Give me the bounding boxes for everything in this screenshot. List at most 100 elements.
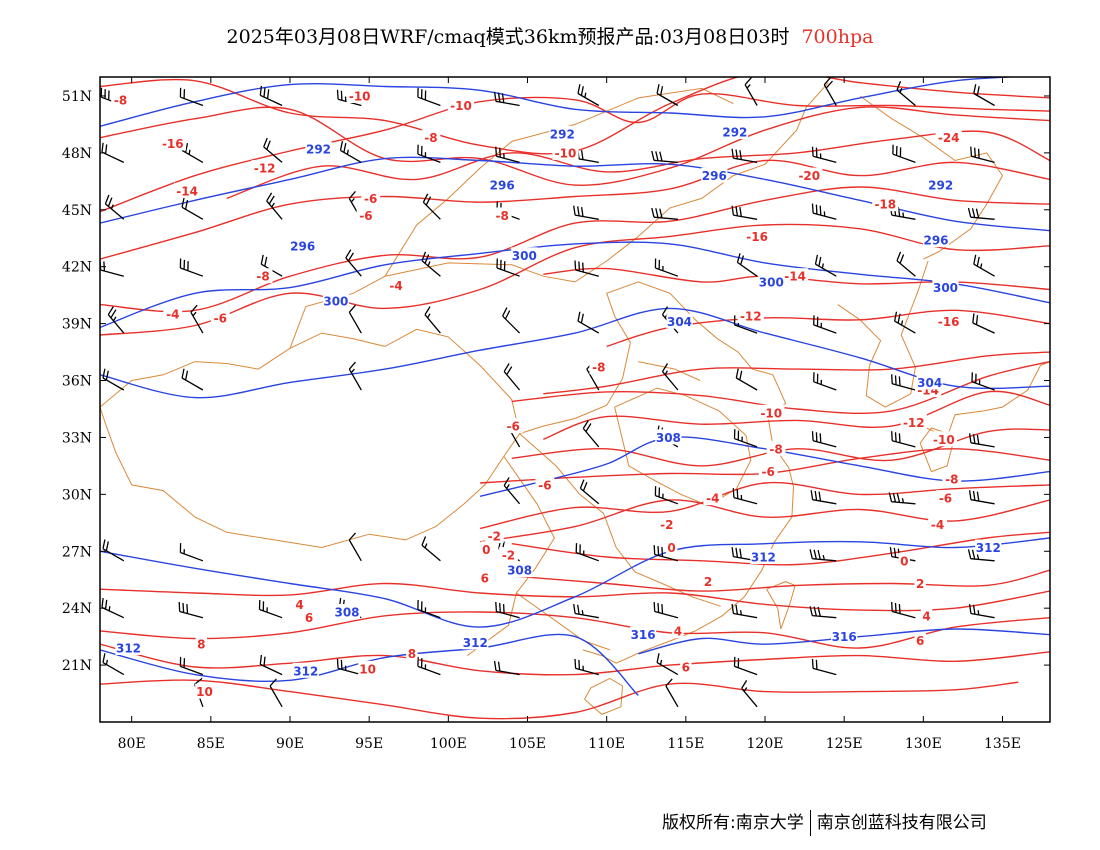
lon-tick-label: 95E (355, 736, 383, 752)
wind-barb (896, 251, 916, 277)
wind-barb (731, 148, 758, 164)
temperature-label-bg (672, 622, 684, 638)
wind-barb (574, 658, 599, 676)
height-contour (100, 537, 1050, 628)
temperature-label-bg (253, 268, 273, 284)
wind-barb (891, 431, 916, 448)
wind-barb (896, 80, 916, 106)
wind-barb (577, 84, 600, 107)
height-label-bg (916, 374, 943, 390)
pressure-level-label: 700hpa (801, 26, 874, 48)
lat-tick-label: 33N (62, 430, 92, 446)
temperature-label-bg (174, 182, 201, 198)
temperature-label: 10 (196, 685, 213, 699)
lon-tick-label: 130E (905, 736, 942, 752)
wind-barb (744, 77, 758, 106)
wind-barb (967, 549, 995, 562)
height-label: 304 (667, 315, 692, 329)
temperature-label: -10 (450, 99, 472, 113)
height-label-bg (511, 247, 538, 263)
temperature-contour (100, 223, 1050, 336)
temperature-label: 8 (197, 638, 205, 652)
height-label: 296 (923, 234, 948, 248)
wind-barb (181, 197, 204, 220)
height-label: 300 (323, 294, 348, 308)
wind-barb (496, 258, 520, 277)
boundary-line (289, 82, 829, 349)
height-label-bg (655, 429, 682, 445)
wind-barb (422, 193, 441, 220)
height-contour (100, 307, 1050, 399)
height-label: 300 (512, 249, 537, 263)
lat-tick-label: 36N (62, 374, 92, 390)
height-label-bg (922, 232, 950, 248)
wind-barb (348, 304, 362, 334)
wind-barb (893, 311, 916, 334)
temperature-label-bg (766, 440, 786, 456)
temperature-label: -6 (364, 192, 377, 206)
boundary-line (837, 260, 929, 408)
height-label-bg (462, 634, 489, 650)
lat-tick-label: 39N (62, 317, 92, 333)
wind-barb (101, 598, 125, 619)
wind-barb (971, 372, 995, 391)
lat-tick-label: 48N (62, 146, 92, 162)
temperature-label-bg (293, 596, 306, 612)
temperature-label: 6 (682, 661, 690, 675)
temperature-label: -18 (874, 198, 896, 212)
lon-tick-label: 90E (276, 736, 304, 752)
wind-barb (651, 150, 678, 164)
temperature-contour (479, 499, 1050, 543)
lat-tick-label: 30N (62, 487, 92, 503)
temperature-label-bg (251, 160, 278, 176)
height-label: 308 (334, 606, 359, 620)
height-label-bg (115, 640, 142, 655)
temperature-label-bg (503, 418, 523, 434)
boundary-line (384, 87, 734, 277)
temperature-label-bg (900, 414, 927, 430)
lon-tick-label: 115E (667, 736, 704, 752)
temperature-label-bg (210, 309, 230, 325)
wind-barb (967, 207, 995, 220)
height-label: 292 (928, 179, 953, 193)
temperature-label-bg (303, 609, 315, 625)
wind-barb (973, 254, 995, 277)
wind-barb (891, 374, 916, 391)
temperature-label: 0 (482, 543, 490, 557)
temperature-label-bg (758, 404, 785, 420)
temperature-label-bg (702, 573, 714, 589)
boundary-line (638, 361, 701, 381)
temperature-label-bg (447, 97, 475, 113)
wind-barb (811, 146, 837, 164)
lon-tick-label: 85E (197, 736, 225, 752)
temperature-label-bg (920, 607, 933, 623)
temperature-label-bg (552, 144, 579, 160)
height-label: 308 (507, 564, 532, 578)
wind-barb (654, 258, 679, 277)
wind-barb (972, 313, 995, 334)
temperature-label: -12 (254, 162, 276, 176)
wind-barb (732, 488, 758, 505)
title-text: 2025年03月08日WRF/cmaq模式36km预报产品:03月08日03时 (226, 26, 790, 48)
height-label-bg (750, 549, 777, 564)
temperature-contour (511, 569, 1050, 592)
temperature-label: 2 (704, 575, 712, 589)
height-label-bg (701, 167, 728, 183)
lat-tick-label: 27N (62, 544, 92, 560)
wind-barb (810, 490, 837, 505)
temperature-label: 10 (359, 662, 376, 676)
wind-barb (573, 205, 599, 220)
wind-barb (258, 599, 283, 619)
temperature-label-bg (935, 313, 962, 329)
temperature-contour (543, 351, 1050, 395)
temperature-label: -6 (538, 478, 551, 492)
wind-barb (259, 654, 283, 676)
height-contour (638, 628, 1050, 655)
temperature-label: 2 (916, 577, 924, 591)
temperature-contour (511, 428, 1050, 467)
temperature-label-bg (535, 476, 555, 492)
temperature-label-bg (358, 660, 377, 676)
boundary-line (766, 581, 796, 630)
temperature-contour (100, 106, 1050, 186)
temperature-label: 6 (916, 634, 924, 648)
